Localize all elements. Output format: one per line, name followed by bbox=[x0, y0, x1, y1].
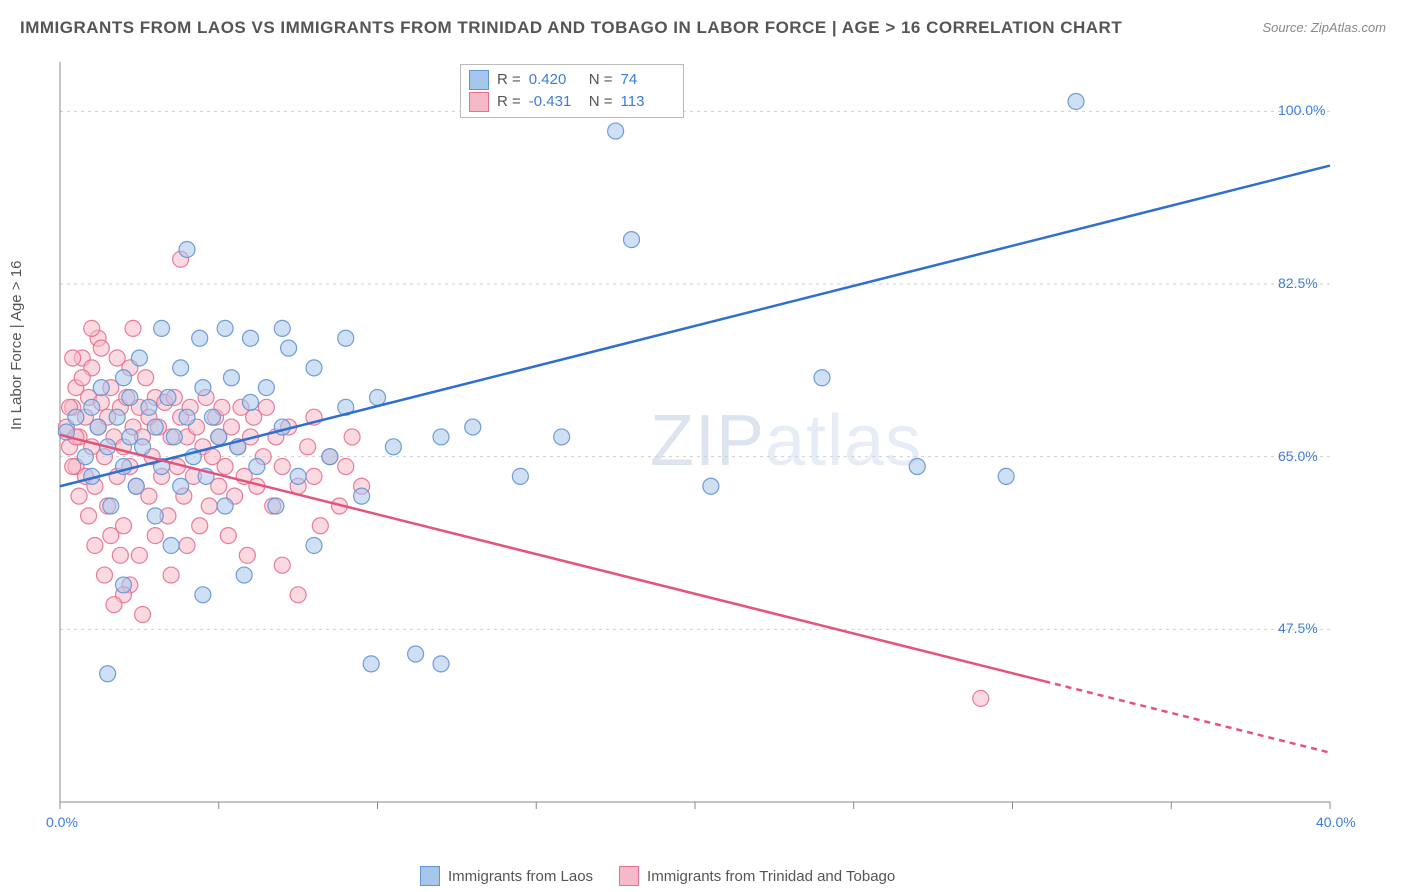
swatch-laos bbox=[469, 70, 489, 90]
chart-title: IMMIGRANTS FROM LAOS VS IMMIGRANTS FROM … bbox=[20, 18, 1122, 38]
n-value-laos: 74 bbox=[621, 69, 673, 91]
axis-tick-label: 65.0% bbox=[1278, 448, 1318, 464]
r-label: R = bbox=[497, 91, 521, 113]
scatter-plot bbox=[50, 62, 1370, 832]
stats-legend-box: R = 0.420 N = 74 R = -0.431 N = 113 bbox=[460, 64, 684, 118]
stats-row-laos: R = 0.420 N = 74 bbox=[469, 69, 673, 91]
swatch-tt bbox=[619, 866, 639, 886]
r-value-tt: -0.431 bbox=[529, 91, 581, 113]
axis-tick-label: 0.0% bbox=[46, 814, 78, 830]
stats-row-tt: R = -0.431 N = 113 bbox=[469, 91, 673, 113]
legend-item-laos: Immigrants from Laos bbox=[420, 866, 593, 886]
axis-tick-label: 47.5% bbox=[1278, 620, 1318, 636]
legend-label-laos: Immigrants from Laos bbox=[448, 868, 593, 885]
axis-tick-label: 82.5% bbox=[1278, 275, 1318, 291]
swatch-laos bbox=[420, 866, 440, 886]
n-label: N = bbox=[589, 69, 613, 91]
legend-item-tt: Immigrants from Trinidad and Tobago bbox=[619, 866, 895, 886]
n-label: N = bbox=[589, 91, 613, 113]
bottom-legend: Immigrants from Laos Immigrants from Tri… bbox=[420, 866, 895, 886]
axis-tick-label: 40.0% bbox=[1316, 814, 1356, 830]
r-value-laos: 0.420 bbox=[529, 69, 581, 91]
source-attribution: Source: ZipAtlas.com bbox=[1262, 20, 1386, 35]
axis-tick-label: 100.0% bbox=[1278, 102, 1325, 118]
swatch-tt bbox=[469, 92, 489, 112]
r-label: R = bbox=[497, 69, 521, 91]
n-value-tt: 113 bbox=[621, 91, 673, 113]
y-axis-label: In Labor Force | Age > 16 bbox=[8, 261, 25, 430]
legend-label-tt: Immigrants from Trinidad and Tobago bbox=[647, 868, 895, 885]
